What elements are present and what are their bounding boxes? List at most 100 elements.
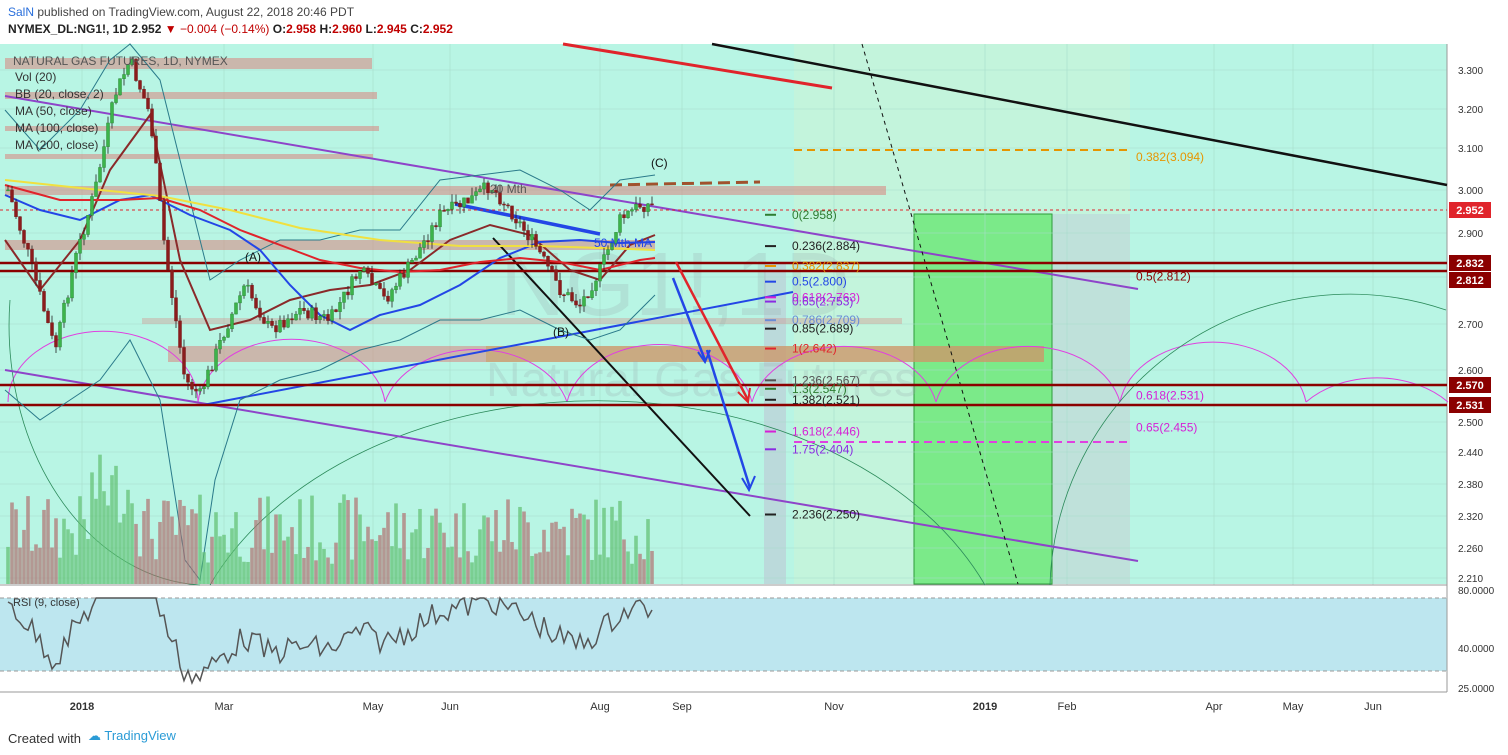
volume-bar [414,529,418,584]
wave-label-a: (A) [245,250,261,264]
x-tick-label: Mar [215,701,234,713]
volume-bar [486,517,490,584]
volume-bar [94,498,98,584]
y-tick-label: 2.500 [1458,418,1483,429]
volume-bar [490,541,494,584]
x-tick-label: 2018 [70,701,94,713]
rsi-axis-ticks: 80.0000 40.0000 25.0000 [1458,586,1495,695]
candle [490,190,494,194]
volume-bar [402,513,406,584]
candle [38,272,42,295]
y-tick-label: 2.700 [1458,320,1483,331]
created-with-text: Created with [8,731,81,746]
volume-bars [6,454,654,584]
volume-bar [478,529,482,584]
candle [506,202,510,209]
wave-label-c: (C) [651,156,668,170]
svg-text:1.75(2.404): 1.75(2.404) [792,442,853,456]
candle [542,250,546,259]
volume-bar [174,534,178,584]
candle [46,308,50,324]
volume-bar [306,546,310,584]
volume-bar [470,562,474,584]
candle [30,245,34,270]
candle [614,232,618,245]
candle [314,302,318,325]
candle [42,288,46,313]
volume-bar [182,505,186,584]
candle [514,211,518,230]
candle [34,257,38,286]
volume-bar [282,540,286,584]
red-trend-line [562,42,833,90]
candle [110,101,114,129]
volume-bar [54,518,58,584]
volume-bar [454,513,458,584]
candle [146,92,150,112]
svg-text:1(2.642): 1(2.642) [792,342,837,356]
volume-bar [358,514,362,584]
volume-bar [226,552,230,584]
svg-text:0.65(2.753): 0.65(2.753) [792,295,853,309]
volume-bar [422,558,426,584]
candle [626,210,630,219]
volume-bar [418,508,422,584]
rsi-tick-label: 80.0000 [1458,586,1495,597]
tradingview-logo[interactable]: ☁ TradingView [88,728,176,744]
svg-text:0.382(2.837): 0.382(2.837) [792,259,860,273]
candle [242,284,246,299]
volume-bar [262,549,266,584]
price-tag: 2.531 [1449,397,1491,413]
rsi-line [7,596,653,685]
author-link[interactable]: SalN [8,5,35,19]
candle [558,272,562,298]
candle [194,385,198,399]
candle [218,333,222,354]
candle [582,289,586,312]
volume-bar [150,538,154,584]
candle [126,64,130,77]
candle [562,293,566,303]
candle [330,305,334,325]
volume-bar [114,465,118,584]
volume-bar [166,501,170,584]
volume-bar [78,496,82,584]
volume-bar [314,560,318,584]
candle [546,255,550,272]
candle [366,265,370,278]
volume-bar [34,544,38,584]
candle [158,160,162,201]
fib-level: 1.618(2.446) [765,425,860,439]
brown-dashed-segment [609,180,761,187]
price-chart[interactable]: NG1!,1D Natural Gas Futures [0,0,1508,722]
grey-column [764,262,786,584]
candle [106,116,110,154]
candle [502,201,506,212]
candle [406,258,410,284]
candle [630,207,634,216]
candle [370,265,374,286]
volume-bar [502,540,506,584]
y-tick-label: 2.900 [1458,229,1483,240]
right-fib-label: 0.618(2.531) [1136,389,1204,403]
candle [438,204,442,232]
study-label: MA (200, close) [15,138,98,152]
candle [70,265,74,302]
volume-bar [154,559,158,584]
candle [154,128,158,164]
volume-bar [582,514,586,584]
candle [434,222,438,230]
svg-text:1.382(2.521): 1.382(2.521) [792,393,860,407]
footer: Created with ☁ TradingView [0,722,1508,755]
volume-bar [602,507,606,584]
svg-text:0.85(2.689): 0.85(2.689) [792,322,853,336]
volume-bar [622,539,626,584]
symbol-line: NYMEX_DL:NG1!, 1D 2.952 ▼ −0.004 (−0.14%… [8,22,453,36]
volume-bar [494,510,498,584]
volume-bar [446,547,450,584]
candle [118,78,122,96]
volume-bar [430,515,434,584]
candle [642,206,646,219]
volume-bar [506,499,510,584]
candle [234,302,238,315]
